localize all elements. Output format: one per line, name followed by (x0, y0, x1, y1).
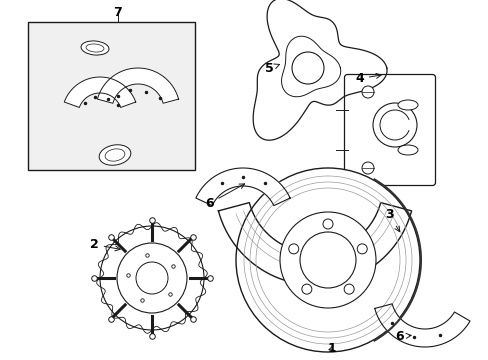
Polygon shape (253, 0, 386, 140)
Circle shape (361, 86, 373, 98)
Text: 6: 6 (394, 330, 410, 343)
Circle shape (136, 262, 168, 294)
FancyBboxPatch shape (344, 75, 435, 185)
Text: 5: 5 (264, 62, 279, 75)
Text: 6: 6 (204, 184, 244, 210)
Ellipse shape (99, 145, 131, 165)
Circle shape (357, 244, 366, 254)
Text: 7: 7 (113, 5, 122, 18)
Circle shape (288, 244, 298, 254)
Text: 1: 1 (327, 342, 336, 355)
Bar (28, 22, 195, 170)
Polygon shape (64, 77, 136, 108)
Polygon shape (218, 203, 411, 285)
Circle shape (236, 168, 419, 352)
Polygon shape (196, 168, 289, 206)
Ellipse shape (105, 149, 124, 161)
Circle shape (280, 212, 375, 308)
Circle shape (323, 219, 332, 229)
Text: 4: 4 (354, 72, 381, 85)
Polygon shape (97, 68, 178, 103)
Ellipse shape (86, 44, 104, 52)
Polygon shape (374, 304, 469, 347)
Circle shape (117, 243, 186, 313)
Circle shape (299, 232, 355, 288)
Text: 2: 2 (90, 238, 120, 251)
Text: 3: 3 (384, 208, 399, 232)
Circle shape (372, 103, 416, 147)
Ellipse shape (81, 41, 109, 55)
Circle shape (344, 284, 353, 294)
Circle shape (291, 52, 324, 84)
Circle shape (301, 284, 311, 294)
Circle shape (100, 226, 203, 330)
Ellipse shape (397, 145, 417, 155)
Circle shape (361, 162, 373, 174)
Ellipse shape (397, 100, 417, 110)
